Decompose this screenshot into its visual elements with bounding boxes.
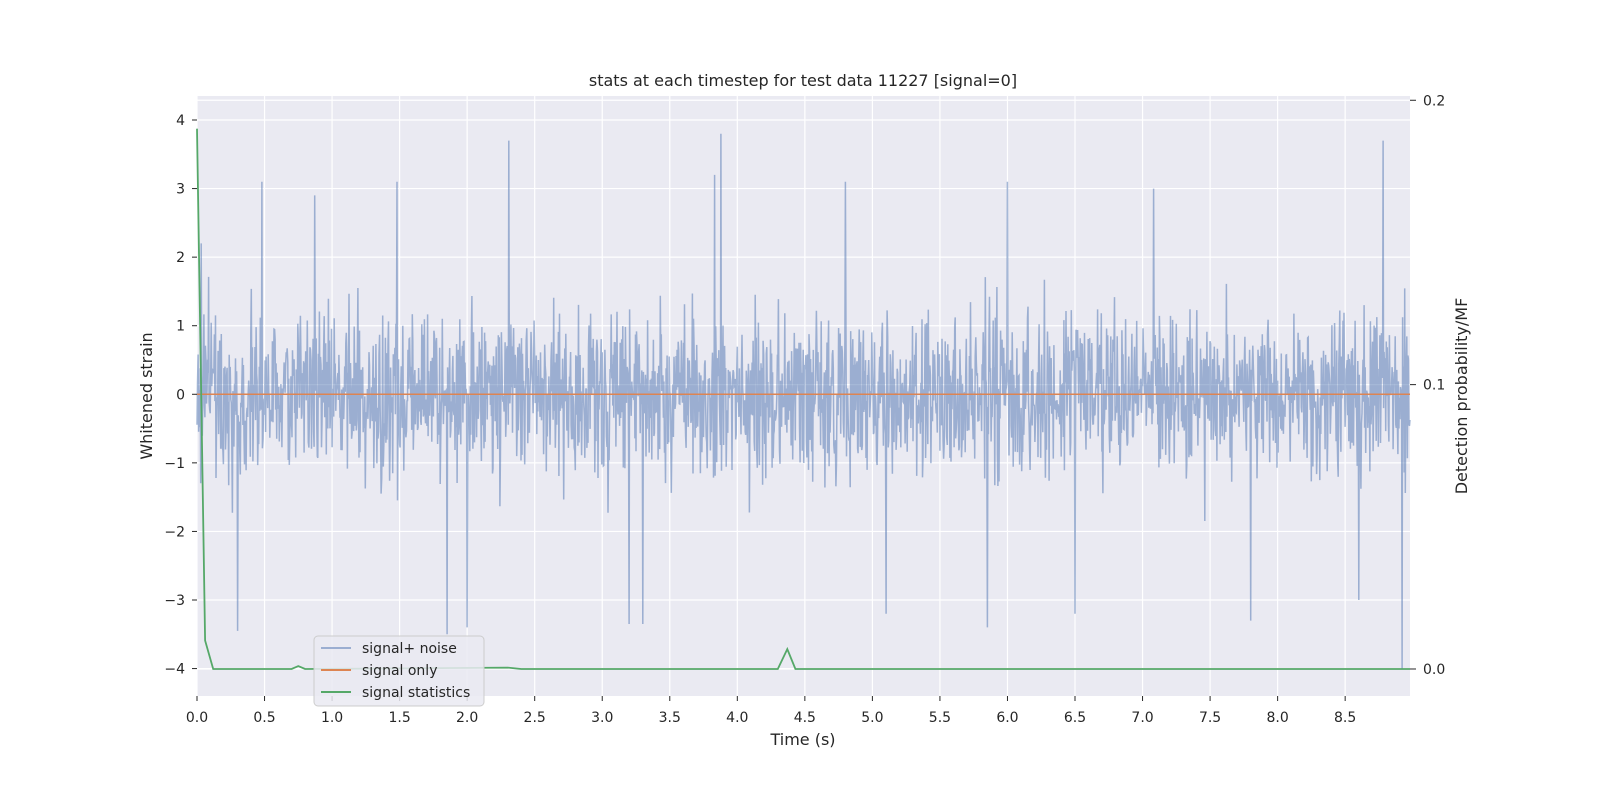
legend-label-signal-only: signal only (362, 663, 437, 679)
x-tick-label: 2.5 (524, 710, 546, 726)
x-tick-label: 7.0 (1131, 710, 1153, 726)
x-tick-label: 8.0 (1266, 710, 1288, 726)
y2-tick-label: 0.1 (1423, 378, 1445, 394)
x-tick-label: 3.0 (591, 710, 613, 726)
y-tick-label: 3 (176, 182, 185, 198)
x-tick-label: 5.5 (929, 710, 951, 726)
y2-tick-label: 0.0 (1423, 662, 1445, 678)
signal-statistics-line (196, 128, 1410, 670)
x-tick-label: 0.0 (186, 710, 208, 726)
series-signal-noise (196, 133, 1411, 669)
legend-label-signal-statistics: signal statistics (362, 685, 470, 701)
y2-tick-label: 0.2 (1423, 93, 1445, 109)
y-tick-label: 2 (176, 250, 185, 266)
legend-box (313, 635, 485, 707)
x-tick-label: 0.5 (253, 710, 275, 726)
x-tick-label: 1.5 (388, 710, 410, 726)
y-tick-label: −2 (164, 524, 185, 540)
y-tick-label: 4 (176, 113, 185, 129)
x-tick-label: 4.5 (794, 710, 816, 726)
x-tick-label: 7.5 (1199, 710, 1221, 726)
y2-axis-label: Detection probability/MF (1452, 298, 1471, 495)
y-tick-label: −3 (164, 593, 185, 609)
series-signal-statistics (196, 128, 1410, 670)
x-tick-label: 6.5 (1064, 710, 1086, 726)
x-tick-label: 5.0 (861, 710, 883, 726)
x-axis-ticks: 0.0 0.5 1.0 1.5 2.0 2.5 3.0 3.5 4.0 4.5 5.0 5.5 6.0 6… (186, 696, 1356, 726)
y-axis-ticks: 4 3 2 1 0 −1 −2 −3 −4 (164, 113, 197, 678)
y-tick-label: −4 (164, 662, 185, 678)
y2-axis-ticks: 0.2 0.1 0.0 (1410, 93, 1445, 678)
y-tick-label: 0 (176, 387, 185, 403)
y-tick-label: 1 (176, 319, 185, 335)
x-tick-label: 2.0 (456, 710, 478, 726)
x-tick-label: 1.0 (321, 710, 343, 726)
y-axis-label: Whitened strain (137, 332, 156, 459)
x-tick-label: 4.0 (726, 710, 748, 726)
x-tick-label: 3.5 (659, 710, 681, 726)
x-tick-label: 8.5 (1334, 710, 1356, 726)
x-axis-label: Time (s) (769, 730, 835, 749)
chart-title: stats at each timestep for test data 112… (589, 71, 1017, 90)
signal-noise-line (196, 133, 1411, 669)
legend: signal+ noise signal only signal statist… (313, 635, 485, 707)
y-tick-label: −1 (164, 456, 185, 472)
x-tick-label: 6.0 (996, 710, 1018, 726)
legend-label-signal-noise: signal+ noise (362, 641, 457, 657)
